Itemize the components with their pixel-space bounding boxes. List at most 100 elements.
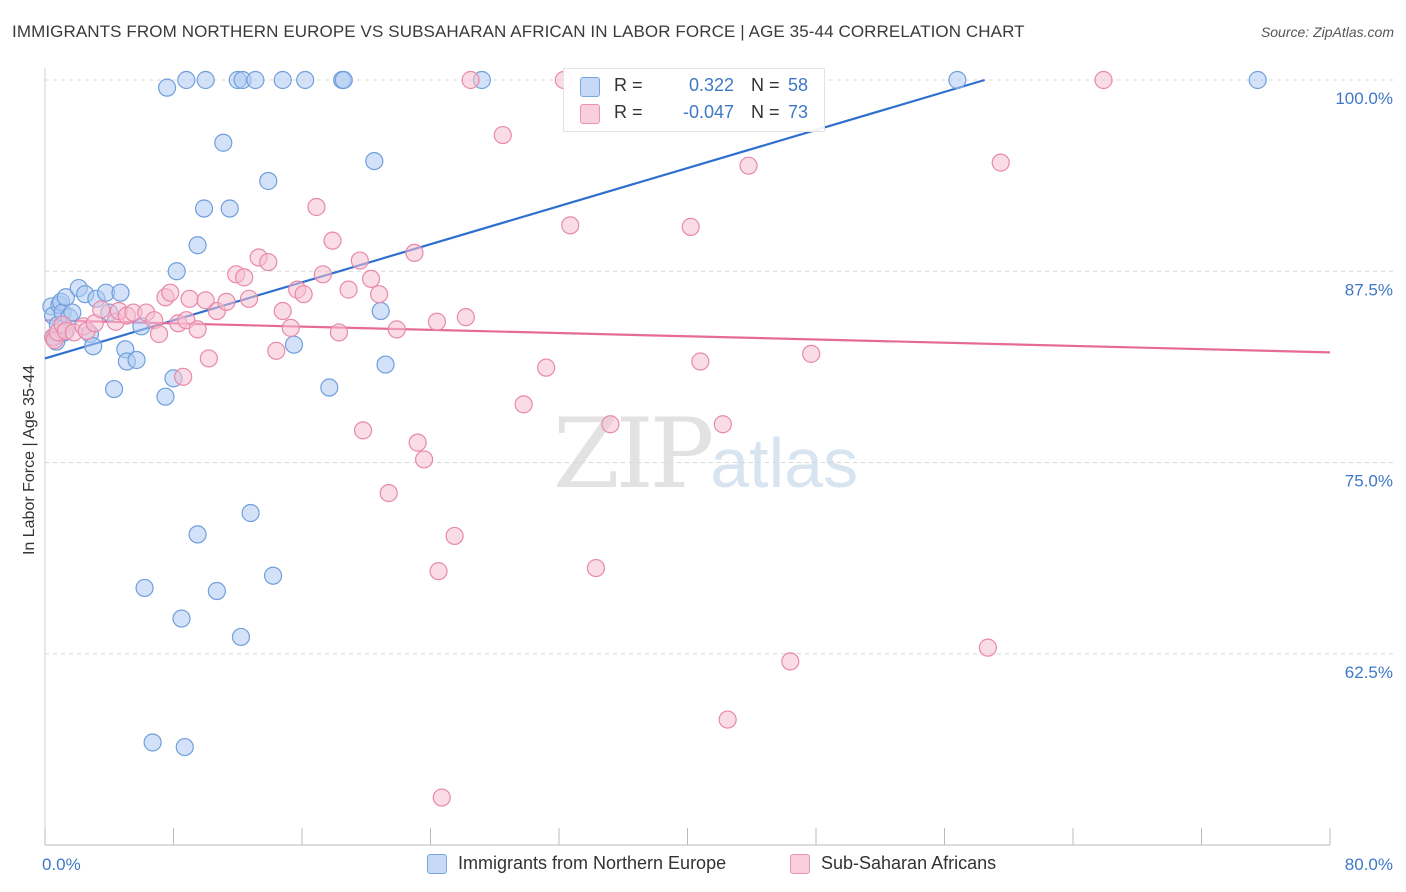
point-subsaharan bbox=[239, 289, 259, 308]
point-northern-europe bbox=[167, 262, 186, 281]
point-subsaharan bbox=[408, 433, 427, 452]
series-legend: Immigrants from Northern Europe Sub-Saha… bbox=[0, 852, 1406, 878]
point-subsaharan bbox=[267, 341, 286, 360]
legend-swatch-pink bbox=[790, 854, 810, 874]
point-subsaharan bbox=[414, 450, 434, 469]
r-value: 0.322 bbox=[688, 75, 734, 95]
point-northern-europe bbox=[259, 171, 278, 191]
point-subsaharan bbox=[329, 323, 349, 342]
point-northern-europe bbox=[207, 581, 226, 601]
point-northern-europe bbox=[104, 379, 124, 399]
point-northern-europe bbox=[194, 199, 214, 218]
source-credit: Source: ZipAtlas.com bbox=[1260, 24, 1394, 40]
point-subsaharan bbox=[294, 285, 313, 304]
point-subsaharan bbox=[586, 558, 606, 578]
trend-line-northern-europe bbox=[44, 78, 985, 360]
point-subsaharan bbox=[718, 710, 737, 729]
r-label: R = bbox=[614, 75, 643, 95]
point-subsaharan bbox=[161, 283, 180, 302]
point-northern-europe bbox=[1248, 70, 1267, 90]
point-subsaharan bbox=[259, 252, 278, 272]
point-northern-europe bbox=[56, 288, 75, 307]
point-northern-europe bbox=[214, 133, 233, 152]
point-subsaharan bbox=[350, 251, 369, 270]
point-subsaharan bbox=[561, 216, 580, 235]
point-subsaharan bbox=[323, 231, 342, 250]
n-label: N = bbox=[751, 102, 780, 122]
legend-label: Sub-Saharan Africans bbox=[821, 853, 997, 873]
r-label: R = bbox=[614, 102, 643, 122]
point-subsaharan bbox=[149, 324, 169, 344]
point-northern-europe bbox=[196, 70, 215, 90]
grid-lines bbox=[45, 79, 1395, 655]
y-axis-label: In Labor Force | Age 35-44 bbox=[21, 364, 38, 556]
point-northern-europe bbox=[284, 335, 304, 354]
point-subsaharan bbox=[739, 156, 758, 175]
point-subsaharan bbox=[461, 70, 480, 90]
point-subsaharan bbox=[188, 320, 207, 339]
point-subsaharan bbox=[361, 269, 381, 288]
point-subsaharan bbox=[405, 243, 424, 262]
tick-labels: 62.5% 75.0% 87.5% 100.0% 0.0% 80.0% bbox=[42, 89, 1393, 874]
point-subsaharan bbox=[427, 312, 447, 331]
point-northern-europe bbox=[241, 503, 260, 523]
correlation-legend: R = 0.322 N = 58 R = -0.047 N = 73 bbox=[563, 68, 825, 132]
point-subsaharan bbox=[445, 526, 464, 546]
x-tick-label: 80.0% bbox=[1345, 855, 1393, 874]
legend-swatch-pink bbox=[580, 104, 600, 124]
y-tick-label: 75.0% bbox=[1345, 472, 1393, 491]
point-subsaharan bbox=[174, 367, 193, 386]
point-northern-europe bbox=[172, 609, 191, 628]
y-tick-label: 87.5% bbox=[1345, 280, 1393, 299]
chart-title: IMMIGRANTS FROM NORTHERN EUROPE VS SUBSA… bbox=[12, 22, 1025, 41]
point-subsaharan bbox=[92, 300, 111, 319]
point-subsaharan bbox=[217, 292, 236, 311]
point-northern-europe bbox=[188, 525, 207, 544]
point-northern-europe bbox=[231, 627, 251, 647]
point-subsaharan bbox=[281, 318, 300, 337]
trend-lines bbox=[44, 78, 1331, 360]
point-northern-europe bbox=[188, 236, 207, 255]
point-northern-europe bbox=[63, 303, 82, 322]
point-subsaharan bbox=[353, 421, 373, 440]
n-label: N = bbox=[751, 75, 780, 95]
point-subsaharan bbox=[180, 289, 199, 308]
point-northern-europe bbox=[175, 737, 194, 757]
point-northern-europe bbox=[111, 283, 130, 302]
watermark-zip: ZIP bbox=[553, 398, 714, 510]
y-tick-label: 62.5% bbox=[1345, 663, 1393, 682]
point-northern-europe bbox=[84, 337, 103, 356]
point-subsaharan bbox=[273, 301, 292, 321]
point-northern-europe bbox=[365, 151, 384, 171]
point-northern-europe bbox=[246, 70, 265, 90]
point-subsaharan bbox=[370, 285, 389, 304]
data-points bbox=[42, 70, 1267, 807]
point-subsaharan bbox=[514, 395, 533, 414]
point-northern-europe bbox=[143, 733, 162, 752]
point-subsaharan bbox=[1094, 70, 1113, 90]
point-northern-europe bbox=[376, 355, 395, 374]
point-northern-europe bbox=[157, 78, 177, 97]
y-tick-label: 100.0% bbox=[1335, 89, 1393, 108]
point-northern-europe bbox=[220, 199, 239, 218]
x-tick-label: 0.0% bbox=[42, 855, 81, 874]
point-subsaharan bbox=[601, 415, 620, 434]
point-subsaharan bbox=[339, 280, 358, 299]
point-subsaharan bbox=[429, 562, 448, 581]
point-subsaharan bbox=[991, 153, 1010, 172]
point-northern-europe bbox=[127, 350, 146, 370]
point-subsaharan bbox=[235, 268, 254, 287]
axes bbox=[44, 68, 1331, 846]
point-subsaharan bbox=[537, 358, 556, 377]
point-subsaharan bbox=[781, 652, 800, 671]
point-subsaharan bbox=[713, 415, 732, 434]
point-northern-europe bbox=[263, 566, 283, 585]
point-northern-europe bbox=[334, 70, 353, 90]
point-northern-europe bbox=[296, 70, 315, 90]
n-value: 73 bbox=[788, 102, 809, 122]
n-value: 58 bbox=[788, 75, 809, 95]
point-subsaharan bbox=[379, 484, 398, 503]
point-subsaharan bbox=[681, 217, 700, 236]
point-subsaharan bbox=[313, 265, 332, 284]
point-northern-europe bbox=[371, 301, 390, 321]
